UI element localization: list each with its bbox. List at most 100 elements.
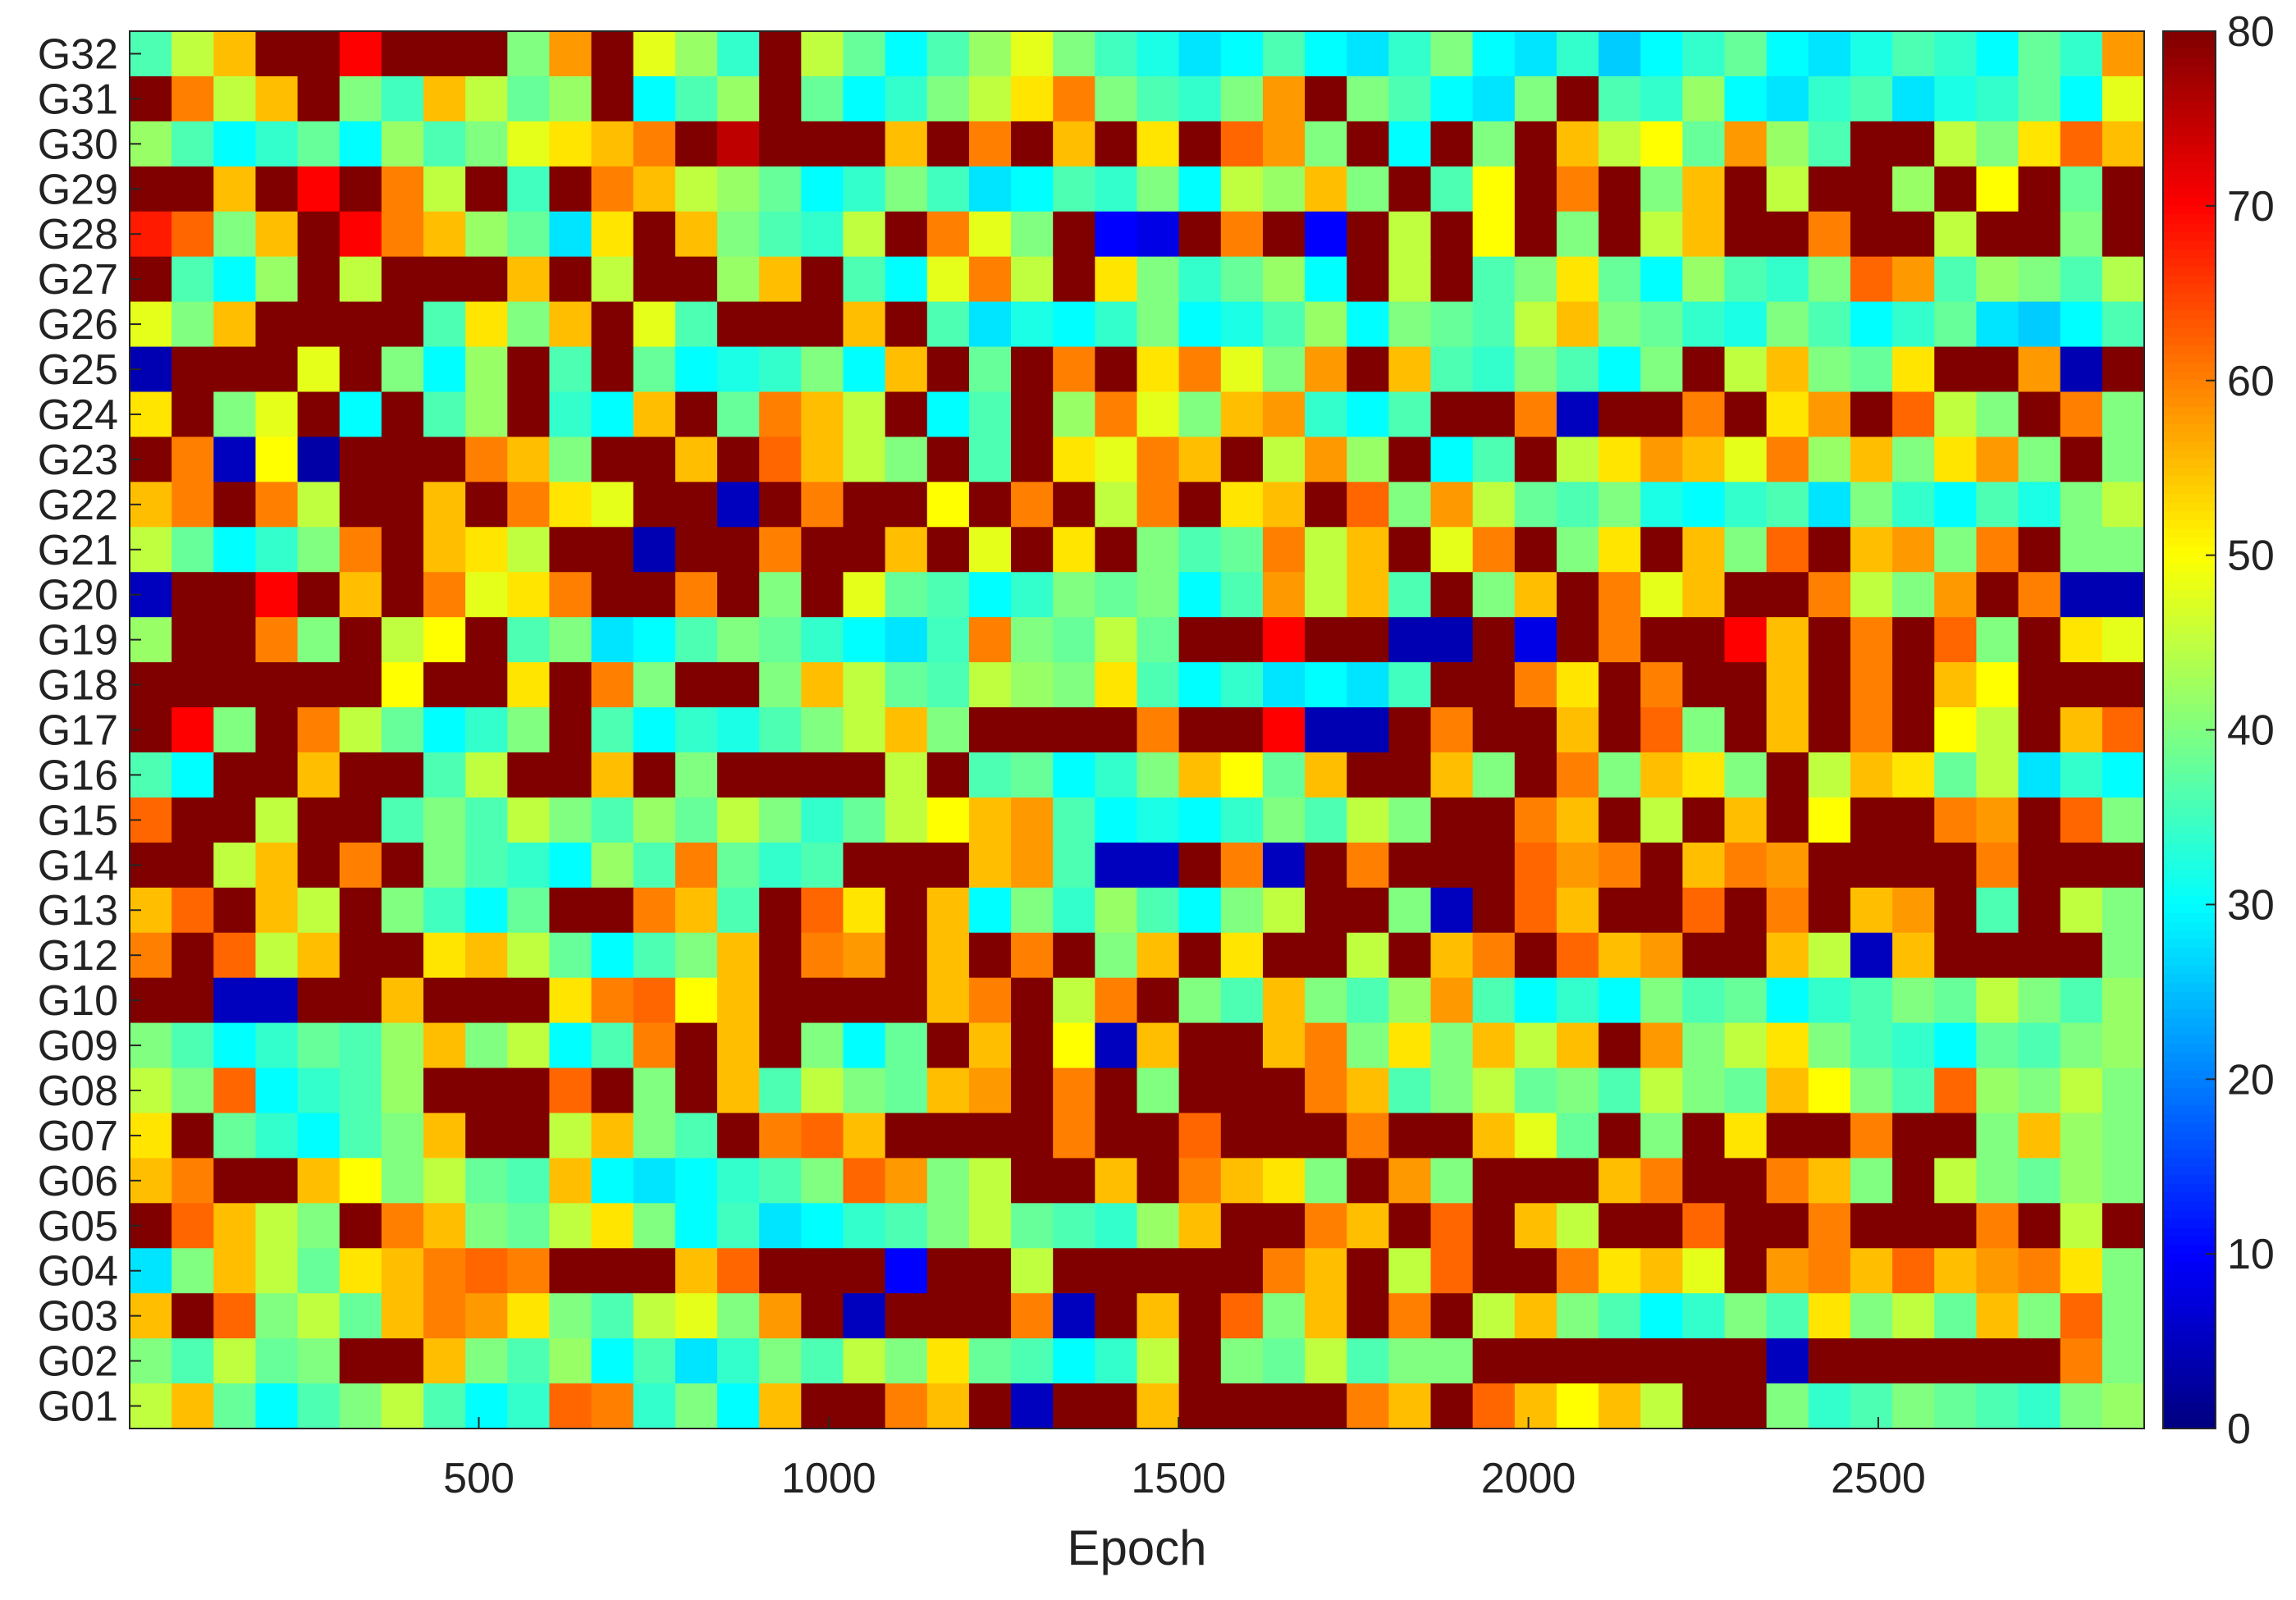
heatmap-cell bbox=[591, 887, 634, 934]
heatmap-cell bbox=[1011, 391, 1054, 438]
heatmap-cell bbox=[1556, 662, 1599, 708]
y-tick-label: G19 bbox=[38, 617, 118, 665]
heatmap-cell bbox=[801, 1293, 844, 1339]
heatmap-cell bbox=[1682, 527, 1726, 574]
heatmap-cell bbox=[1724, 1338, 1768, 1384]
heatmap-cell bbox=[465, 1338, 509, 1384]
heatmap-cell bbox=[255, 1383, 299, 1429]
heatmap-cell bbox=[1892, 527, 1936, 574]
heatmap-cell bbox=[885, 1113, 928, 1159]
heatmap-cell bbox=[1430, 527, 1474, 574]
heatmap-cell bbox=[1305, 256, 1348, 303]
heatmap-cell bbox=[1556, 346, 1599, 393]
heatmap-cell bbox=[213, 932, 257, 979]
heatmap-cell bbox=[1640, 1293, 1684, 1339]
heatmap-cell bbox=[1850, 121, 1893, 167]
heatmap-cell bbox=[1305, 346, 1348, 393]
colorbar-swatch bbox=[2163, 598, 2216, 609]
heatmap-cell bbox=[1808, 1383, 1851, 1429]
heatmap-cell bbox=[507, 797, 551, 843]
heatmap-cell bbox=[1514, 707, 1557, 753]
heatmap-cell bbox=[213, 301, 257, 348]
heatmap-cell bbox=[1388, 932, 1432, 979]
heatmap-cell bbox=[1808, 166, 1851, 213]
heatmap-cell bbox=[1934, 932, 1978, 979]
colorbar-swatch bbox=[2163, 590, 2216, 600]
heatmap-cell bbox=[1305, 977, 1348, 1024]
heatmap-cell bbox=[1976, 1158, 2019, 1205]
heatmap-cell bbox=[675, 121, 718, 167]
heatmap-cell bbox=[1640, 707, 1684, 753]
heatmap-cell bbox=[1472, 1113, 1516, 1159]
heatmap-cell bbox=[1934, 166, 1978, 213]
heatmap-cell bbox=[1556, 31, 1599, 77]
heatmap-cell bbox=[591, 211, 634, 258]
heatmap-cell bbox=[675, 1158, 718, 1205]
heatmap-cell bbox=[675, 752, 718, 798]
heatmap-cell bbox=[591, 1383, 634, 1429]
heatmap-cell bbox=[1682, 1022, 1726, 1069]
heatmap-cell bbox=[2102, 572, 2145, 618]
heatmap-cell bbox=[1011, 301, 1054, 348]
heatmap-cell bbox=[1011, 346, 1054, 393]
heatmap-cell bbox=[1556, 211, 1599, 258]
heatmap-cell bbox=[465, 1383, 509, 1429]
heatmap-cell bbox=[675, 1383, 718, 1429]
heatmap-cell bbox=[1347, 1293, 1390, 1339]
heatmap-cell bbox=[1640, 1022, 1684, 1069]
heatmap-cell bbox=[759, 482, 803, 528]
heatmap-cell bbox=[968, 662, 1012, 708]
heatmap-cell bbox=[1388, 346, 1432, 393]
heatmap-cell bbox=[1220, 932, 1264, 979]
heatmap-cell bbox=[1262, 977, 1306, 1024]
heatmap-cell bbox=[2018, 391, 2061, 438]
heatmap-cell bbox=[1011, 121, 1054, 167]
heatmap-cell bbox=[255, 1067, 299, 1114]
heatmap-cell bbox=[1640, 1203, 1684, 1250]
heatmap-cell bbox=[1305, 752, 1348, 798]
heatmap-cell bbox=[1850, 1067, 1893, 1114]
colorbar-swatch bbox=[2163, 1113, 2216, 1124]
heatmap-cell bbox=[1514, 1067, 1557, 1114]
heatmap-cell bbox=[633, 346, 676, 393]
heatmap-cell bbox=[339, 1383, 382, 1429]
heatmap-cell bbox=[172, 617, 215, 663]
heatmap-cell bbox=[1640, 617, 1684, 663]
heatmap-cell bbox=[1220, 1022, 1264, 1069]
heatmap-cell bbox=[1682, 1113, 1726, 1159]
heatmap-cell bbox=[2060, 256, 2103, 303]
heatmap-cell bbox=[1640, 211, 1684, 258]
heatmap-cell bbox=[926, 211, 970, 258]
heatmap-cell bbox=[1514, 1248, 1557, 1294]
heatmap-cell bbox=[1514, 932, 1557, 979]
heatmap-cell bbox=[1347, 527, 1390, 574]
heatmap-cell bbox=[759, 1338, 803, 1384]
colorbar-swatch bbox=[2163, 432, 2216, 443]
heatmap-cell bbox=[549, 31, 592, 77]
heatmap-cell bbox=[297, 346, 341, 393]
heatmap-cell bbox=[2060, 707, 2103, 753]
heatmap-cell bbox=[1850, 301, 1893, 348]
heatmap-cell bbox=[1053, 256, 1096, 303]
colorbar-swatch bbox=[2163, 415, 2216, 425]
heatmap-cell bbox=[1934, 1383, 1978, 1429]
heatmap-cell bbox=[1514, 166, 1557, 213]
colorbar-swatch bbox=[2163, 1096, 2216, 1106]
heatmap-cell bbox=[381, 1158, 424, 1205]
colorbar-swatch bbox=[2163, 249, 2216, 259]
heatmap-cell bbox=[1682, 1293, 1726, 1339]
heatmap-cell bbox=[1262, 346, 1306, 393]
heatmap-cell bbox=[1095, 121, 1138, 167]
heatmap-cell bbox=[549, 301, 592, 348]
heatmap-cell bbox=[1053, 797, 1096, 843]
heatmap-cell bbox=[1934, 1113, 1978, 1159]
heatmap-cell bbox=[759, 842, 803, 889]
heatmap-cell bbox=[2102, 31, 2145, 77]
heatmap-cell bbox=[1514, 662, 1557, 708]
heatmap-cell bbox=[1262, 31, 1306, 77]
heatmap-cell bbox=[759, 391, 803, 438]
colorbar-swatch bbox=[2163, 1350, 2216, 1360]
heatmap-cell bbox=[1976, 1113, 2019, 1159]
heatmap-cell bbox=[507, 707, 551, 753]
heatmap-cell bbox=[2060, 887, 2103, 934]
